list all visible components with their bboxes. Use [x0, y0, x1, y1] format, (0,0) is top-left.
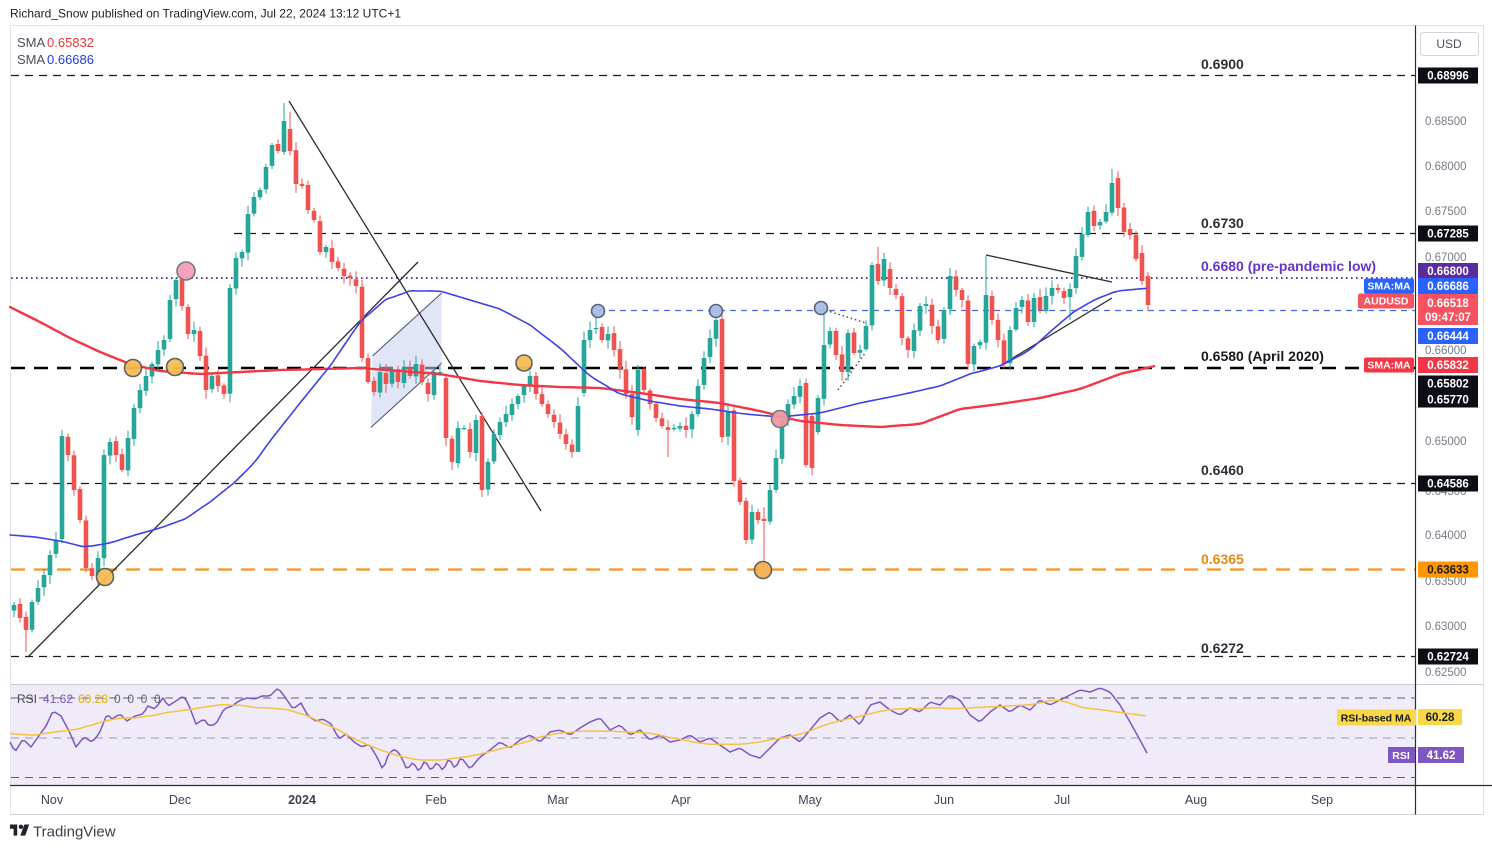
svg-text:Dec: Dec — [169, 793, 191, 807]
svg-text:0.66686: 0.66686 — [1427, 281, 1469, 293]
svg-text:Feb: Feb — [425, 793, 447, 807]
svg-text:0.68996: 0.68996 — [1427, 71, 1469, 83]
svg-text:0.65832: 0.65832 — [47, 35, 94, 50]
svg-text:Apr: Apr — [671, 793, 690, 807]
svg-text:Sep: Sep — [1311, 793, 1333, 807]
svg-text:Nov: Nov — [41, 793, 64, 807]
svg-text:SMA:MA: SMA:MA — [1367, 281, 1411, 293]
svg-text:0.64000: 0.64000 — [1425, 530, 1467, 542]
svg-text:0.66000: 0.66000 — [1425, 345, 1467, 357]
svg-text:09:47:07: 09:47:07 — [1425, 312, 1471, 324]
svg-text:0.63500: 0.63500 — [1425, 576, 1467, 588]
svg-text:RSI: RSI — [17, 692, 37, 706]
svg-text:0.66518: 0.66518 — [1427, 298, 1469, 310]
svg-text:0.6730: 0.6730 — [1201, 215, 1244, 231]
svg-text:0.6580 (April 2020): 0.6580 (April 2020) — [1201, 348, 1324, 364]
svg-text:0.67285: 0.67285 — [1427, 229, 1469, 241]
svg-text:Richard_Snow published on Trad: Richard_Snow published on TradingView.co… — [10, 7, 401, 21]
svg-text:Jul: Jul — [1054, 793, 1070, 807]
svg-text:SMA: SMA — [17, 35, 46, 50]
svg-text:0.65770: 0.65770 — [1427, 395, 1469, 407]
svg-text:0.65000: 0.65000 — [1425, 436, 1467, 448]
svg-text:0.63000: 0.63000 — [1425, 621, 1467, 633]
svg-text:May: May — [798, 793, 822, 807]
svg-text:0.62500: 0.62500 — [1425, 667, 1467, 679]
svg-text:0.67000: 0.67000 — [1425, 252, 1467, 264]
svg-text:60.28: 60.28 — [78, 692, 108, 706]
svg-text:AUDUSD: AUDUSD — [1364, 296, 1409, 308]
svg-text:USD: USD — [1436, 37, 1462, 51]
svg-text:0.68500: 0.68500 — [1425, 116, 1467, 128]
svg-text:0.64586: 0.64586 — [1427, 479, 1469, 491]
svg-text:41.62: 41.62 — [43, 692, 73, 706]
svg-text:RSI: RSI — [1392, 750, 1410, 762]
svg-text:0.6900: 0.6900 — [1201, 56, 1244, 72]
svg-text:SMA: SMA — [17, 52, 46, 67]
svg-text:0.67500: 0.67500 — [1425, 206, 1467, 218]
svg-text:0 0 0 0: 0 0 0 0 — [114, 692, 161, 706]
svg-text:0.6272: 0.6272 — [1201, 640, 1244, 656]
svg-text:41.62: 41.62 — [1427, 750, 1456, 762]
svg-text:0.65832: 0.65832 — [1427, 360, 1469, 372]
svg-text:0.6365: 0.6365 — [1201, 551, 1244, 567]
svg-text:60.28: 60.28 — [1426, 712, 1455, 724]
svg-text:0.62724: 0.62724 — [1427, 652, 1469, 664]
svg-text:Jun: Jun — [934, 793, 954, 807]
svg-text:0.66686: 0.66686 — [47, 52, 94, 67]
svg-text:Mar: Mar — [547, 793, 569, 807]
svg-text:0.68000: 0.68000 — [1425, 161, 1467, 173]
svg-text:0.6680 (pre-pandemic low): 0.6680 (pre-pandemic low) — [1201, 258, 1376, 274]
svg-text:SMA:MA: SMA:MA — [1367, 360, 1411, 372]
svg-text:Aug: Aug — [1185, 793, 1207, 807]
svg-text:0.6460: 0.6460 — [1201, 462, 1244, 478]
svg-text:2024: 2024 — [288, 793, 316, 807]
svg-text:RSI-based MA: RSI-based MA — [1341, 713, 1412, 725]
svg-text:0.66444: 0.66444 — [1427, 331, 1469, 343]
svg-text:TradingView: TradingView — [33, 824, 116, 841]
svg-text:0.65802: 0.65802 — [1427, 379, 1469, 391]
svg-text:0.63633: 0.63633 — [1427, 565, 1469, 577]
svg-text:0.66800: 0.66800 — [1427, 266, 1469, 278]
